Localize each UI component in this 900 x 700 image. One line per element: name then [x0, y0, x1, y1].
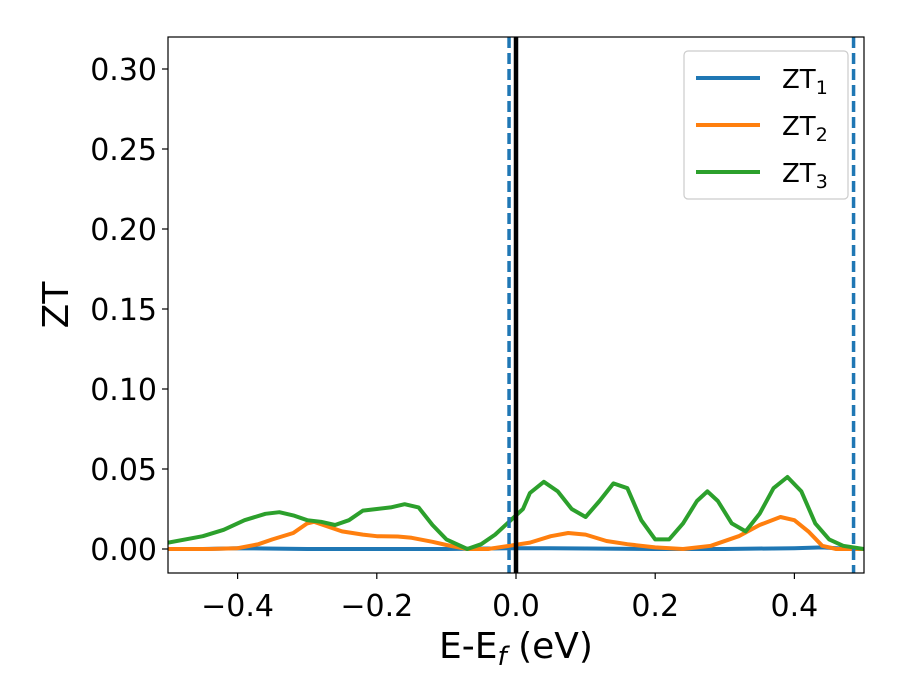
x-tick-label: 0.2 [631, 589, 679, 624]
y-tick-label: 0.10 [90, 373, 157, 408]
axes-group: −0.4 −0.2 0.0 0.2 0.4 0.00 0.05 0.10 0.15 0.20 0.2… [36, 36, 865, 672]
y-tick-label: 0.05 [90, 453, 157, 488]
y-axis-label: ZT [36, 281, 77, 329]
y-tick-label: 0.25 [90, 133, 157, 168]
plot-group [168, 37, 864, 573]
y-tick-label: 0.00 [90, 533, 157, 568]
x-axis-label: E-Ef (eV) [439, 626, 593, 672]
x-tick-label: −0.2 [340, 589, 413, 624]
legend-label-zt1: ZT1 [782, 65, 828, 99]
x-tick-label: 0.4 [771, 589, 819, 624]
x-tick-label: 0.0 [492, 589, 540, 624]
legend-label-zt3: ZT3 [782, 159, 828, 193]
legend-box [683, 50, 849, 200]
y-tick-label: 0.20 [90, 213, 157, 248]
x-tick-label: −0.4 [201, 589, 274, 624]
y-tick-label: 0.30 [90, 53, 157, 88]
series-line-zt1 [168, 545, 864, 551]
y-tick-label: 0.15 [90, 293, 157, 328]
series-line-zt2 [168, 515, 864, 551]
legend: ZT1 ZT2 ZT3 [683, 50, 849, 200]
series-line-zt3 [168, 475, 864, 551]
legend-label-zt2: ZT2 [782, 112, 828, 146]
